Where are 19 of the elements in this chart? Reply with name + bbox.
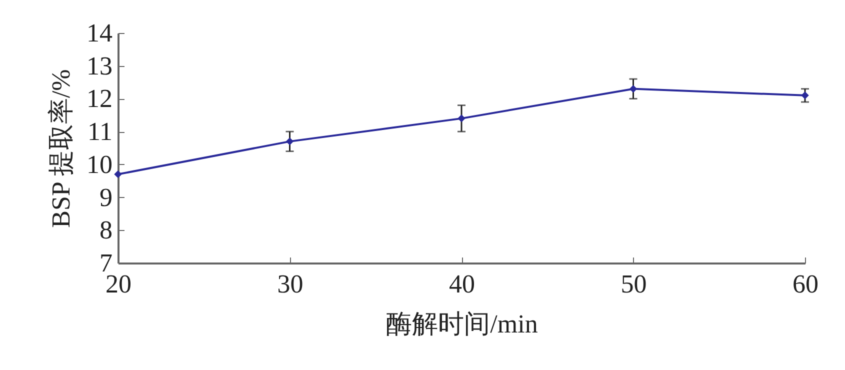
point [286, 138, 294, 146]
y-tick-label: 10 [86, 150, 112, 179]
y-axis-title: BSP 提取率/% [46, 69, 76, 228]
y-tick-label: 9 [100, 182, 112, 212]
y-tick-label: 13 [86, 51, 112, 80]
point [114, 170, 122, 178]
point [801, 92, 809, 100]
point [629, 84, 638, 93]
x-tick-label: 50 [620, 270, 647, 298]
y-tick-label: 14 [86, 18, 112, 48]
x-tick-label: 60 [792, 270, 818, 298]
y-tick-label: 12 [86, 84, 112, 114]
point [458, 114, 466, 122]
x-tick-label: 30 [277, 270, 304, 298]
y-tick-label: 8 [100, 216, 112, 245]
x-tick-label: 40 [449, 270, 475, 298]
x-tick-label: 20 [106, 270, 132, 298]
y-tick-label: 11 [87, 117, 112, 146]
x-axis-title: 酶解时间/min [386, 310, 538, 338]
